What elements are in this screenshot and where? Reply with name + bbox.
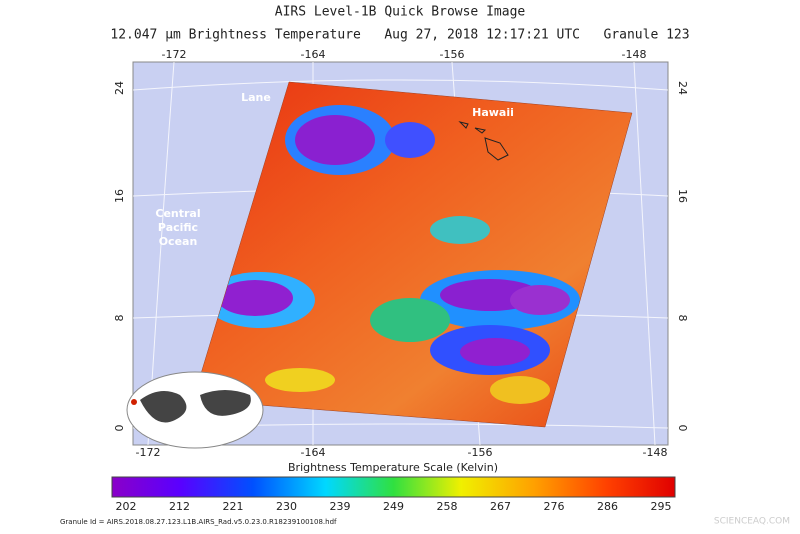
lat-tick-label: 16	[113, 189, 126, 203]
lon-tick-label: -172	[162, 48, 187, 61]
colorbar-tick-label: 258	[437, 500, 458, 513]
lat-tick-label: 0	[676, 425, 689, 432]
lon-tick-label: -148	[643, 446, 668, 459]
place-label: Pacific	[158, 221, 198, 234]
colorbar-tick-label: 286	[597, 500, 618, 513]
granule-id: Granule Id = AIRS.2018.08.27.123.L1B.AIR…	[60, 518, 337, 526]
colorbar	[111, 476, 676, 498]
subtitle: 12.047 µm Brightness Temperature Aug 27,…	[110, 28, 689, 43]
colorbar-tick-label: 276	[544, 500, 565, 513]
swath-border	[192, 81, 633, 428]
colorbar-tick-label: 295	[651, 500, 672, 513]
inset-globe	[126, 371, 264, 449]
lon-tick-label: -172	[136, 446, 161, 459]
lat-tick-label: 16	[676, 189, 689, 203]
title: AIRS Level-1B Quick Browse Image	[275, 5, 526, 20]
watermark: SCIENCEAQ.COM	[714, 517, 790, 527]
lat-tick-label: 24	[113, 81, 126, 95]
lat-tick-label: 8	[676, 315, 689, 322]
colorbar-tick-label: 212	[169, 500, 190, 513]
place-label: Hawaii	[472, 106, 514, 119]
hawaii-islands	[458, 121, 509, 161]
colorbar-tick-label: 267	[490, 500, 511, 513]
lon-tick-label: -148	[622, 48, 647, 61]
lon-tick-label: -164	[301, 48, 326, 61]
lat-tick-label: 24	[676, 81, 689, 95]
colorbar-tick-label: 239	[330, 500, 351, 513]
colorbar-tick-label: 221	[223, 500, 244, 513]
colorbar-tick-label: 230	[276, 500, 297, 513]
lat-tick-label: 0	[113, 425, 126, 432]
place-label: Central	[155, 207, 200, 220]
lat-tick-label: 8	[113, 315, 126, 322]
lon-tick-label: -156	[440, 48, 465, 61]
place-label: Lane	[241, 91, 271, 104]
lon-tick-label: -164	[301, 446, 326, 459]
colorbar-tick-label: 202	[116, 500, 137, 513]
colorbar-title: Brightness Temperature Scale (Kelvin)	[288, 461, 498, 474]
lon-tick-label: -156	[468, 446, 493, 459]
place-label: Ocean	[159, 235, 198, 248]
colorbar-tick-label: 249	[383, 500, 404, 513]
